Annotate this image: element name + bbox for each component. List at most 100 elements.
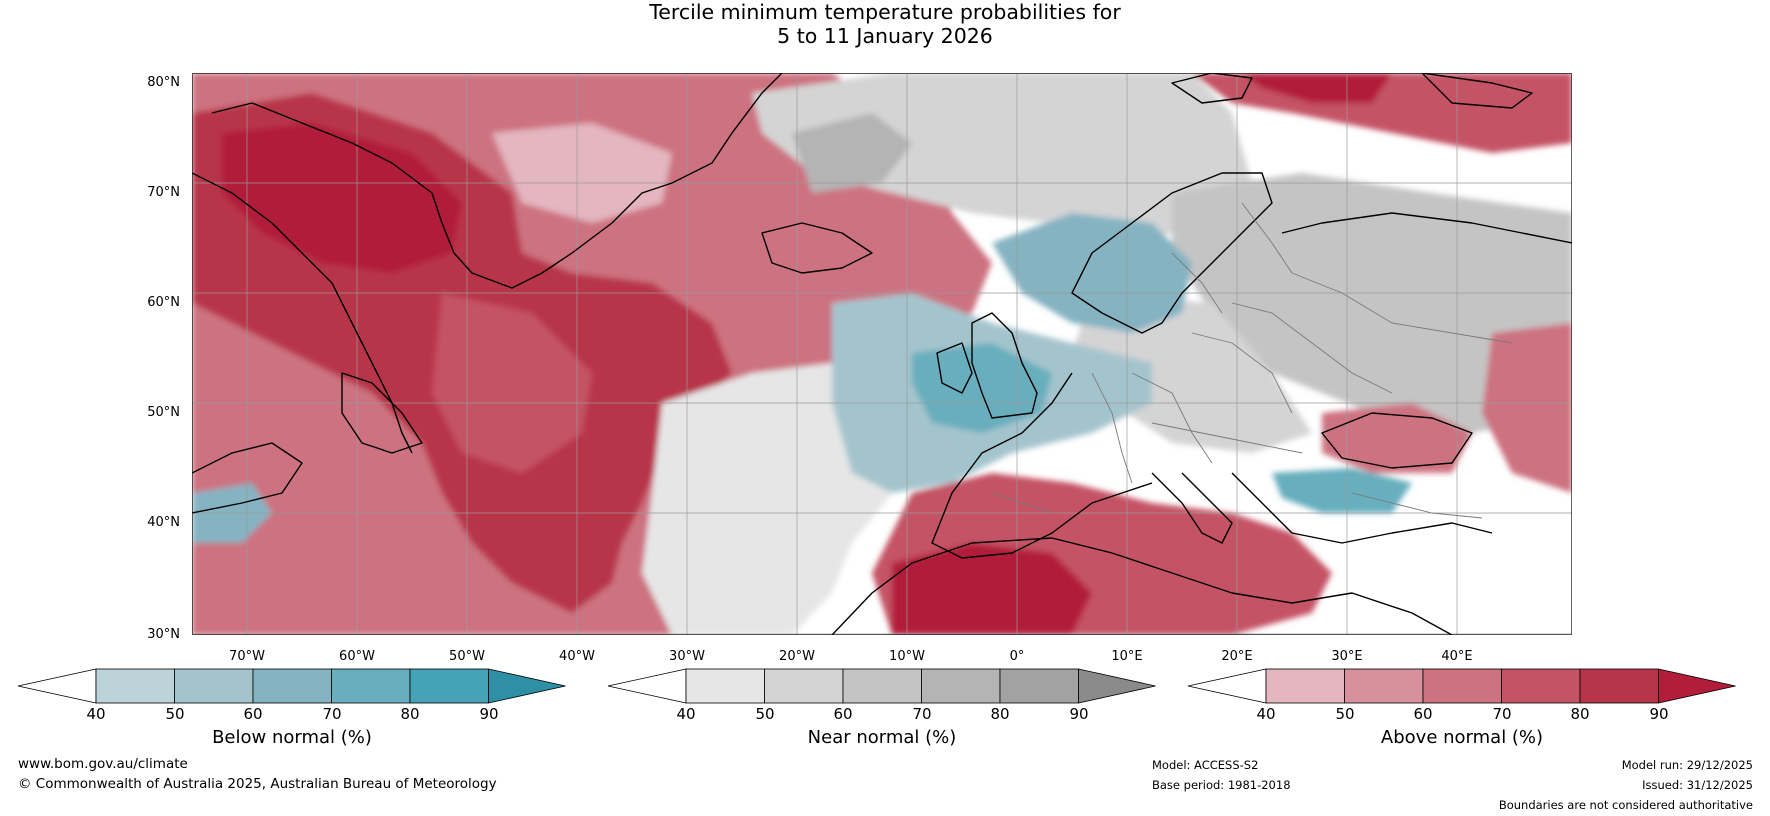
colorbar-near-normal-caption: Near normal (%) bbox=[807, 727, 957, 748]
cbar-near-tick-80: 80 bbox=[990, 705, 1010, 723]
above-normal-field-black-sea bbox=[1322, 403, 1472, 473]
lon-label-30w: 30°W bbox=[669, 649, 705, 664]
coastline-svalbard bbox=[1171, 73, 1253, 104]
colorbar-swatch bbox=[1579, 668, 1659, 704]
cbar-above-tick-40: 40 bbox=[1256, 705, 1276, 723]
lon-label-0: 0° bbox=[1009, 649, 1025, 664]
coastline-europe bbox=[1281, 212, 1572, 244]
map-title: Tercile minimum temperature probabilitie… bbox=[0, 0, 1770, 48]
colorbar-swatch bbox=[685, 668, 765, 704]
cbar-below-tick-80: 80 bbox=[400, 705, 420, 723]
coastline-black-sea bbox=[1321, 412, 1473, 469]
coastline-labrador bbox=[192, 172, 413, 454]
colorbar-swatch-extend-high bbox=[488, 668, 566, 704]
colorbar-near-normal bbox=[607, 668, 1157, 708]
footer-issued: Issued: 31/12/2025 bbox=[1642, 778, 1753, 792]
lon-label-40e: 40°E bbox=[1441, 649, 1473, 664]
cbar-above-tick-50: 50 bbox=[1335, 705, 1355, 723]
colorbar-swatch bbox=[1501, 668, 1581, 704]
coastline-great-britain bbox=[971, 312, 1038, 419]
cbar-above-tick-90: 90 bbox=[1649, 705, 1669, 723]
colorbar-swatch bbox=[1344, 668, 1424, 704]
cbar-near-tick-70: 70 bbox=[912, 705, 932, 723]
footer-base-period: Base period: 1981-2018 bbox=[1152, 778, 1291, 792]
coastline-ireland bbox=[936, 342, 973, 394]
lat-label-60n: 60°N bbox=[147, 295, 180, 310]
above-normal-field-north-africa-strong bbox=[892, 543, 1092, 635]
colorbar-below-normal-swatches bbox=[17, 668, 566, 704]
lat-label-30n: 30°N bbox=[147, 627, 180, 642]
colorbar-swatch-extend-high bbox=[1078, 668, 1156, 704]
lat-label-50n: 50°N bbox=[147, 405, 180, 420]
lon-label-10w: 10°W bbox=[889, 649, 925, 664]
cbar-below-tick-40: 40 bbox=[86, 705, 106, 723]
footer-url: www.bom.gov.au/climate bbox=[18, 756, 188, 772]
above-normal-field-weak-iceland bbox=[492, 123, 672, 223]
colorbar-swatch-extend-low bbox=[17, 668, 97, 704]
below-normal-field-scandinavia bbox=[992, 213, 1192, 333]
lat-label-80n: 80°N bbox=[147, 75, 180, 90]
colorbar-swatch bbox=[331, 668, 411, 704]
lon-label-30e: 30°E bbox=[1331, 649, 1363, 664]
colorbar-above-normal-swatches bbox=[1187, 668, 1736, 704]
coastline-north-africa bbox=[831, 537, 1453, 635]
coastline-balkans-turkey bbox=[1231, 472, 1493, 544]
cbar-above-tick-60: 60 bbox=[1413, 705, 1433, 723]
coastline-scandinavia bbox=[1071, 172, 1273, 334]
colorbar-swatch bbox=[764, 668, 844, 704]
colorbar-swatch bbox=[842, 668, 922, 704]
colorbar-swatch bbox=[409, 668, 489, 704]
coastline-newfoundland bbox=[341, 372, 423, 454]
coastline-greenland bbox=[211, 73, 783, 289]
colorbar-above-normal-caption: Above normal (%) bbox=[1380, 727, 1544, 748]
cbar-below-tick-60: 60 bbox=[243, 705, 263, 723]
colorbar-above-normal bbox=[1187, 668, 1737, 708]
national-borders bbox=[991, 202, 1513, 519]
colorbar-swatch bbox=[95, 668, 175, 704]
lat-label-70n: 70°N bbox=[147, 185, 180, 200]
cbar-above-tick-80: 80 bbox=[1570, 705, 1590, 723]
colorbar-swatch bbox=[252, 668, 332, 704]
colorbar-swatch bbox=[999, 668, 1079, 704]
near-normal-field-norwegian-sea bbox=[792, 113, 912, 193]
coastline-italy bbox=[1151, 472, 1233, 544]
lon-label-20e: 20°E bbox=[1221, 649, 1253, 664]
footer-model-run: Model run: 29/12/2025 bbox=[1621, 758, 1753, 772]
cbar-near-tick-40: 40 bbox=[676, 705, 696, 723]
coastlines bbox=[192, 73, 1572, 635]
lon-label-50w: 50°W bbox=[449, 649, 485, 664]
colorbar-swatch-extend-low bbox=[1187, 668, 1267, 704]
cbar-near-tick-90: 90 bbox=[1069, 705, 1089, 723]
above-normal-field-labrador bbox=[432, 293, 592, 473]
colorbar-below-normal-caption: Below normal (%) bbox=[212, 727, 372, 748]
cbar-below-tick-90: 90 bbox=[479, 705, 499, 723]
lat-label-40n: 40°N bbox=[147, 515, 180, 530]
map-frame bbox=[192, 73, 1572, 635]
cbar-near-tick-60: 60 bbox=[833, 705, 853, 723]
colorbar-below-normal bbox=[17, 668, 567, 708]
colorbar-swatch bbox=[921, 668, 1001, 704]
graticule bbox=[192, 73, 1572, 635]
colorbar-swatch bbox=[1265, 668, 1345, 704]
above-normal-field-arctic-east-strong bbox=[1242, 73, 1392, 103]
colorbar-swatch bbox=[174, 668, 254, 704]
footer-copyright: © Commonwealth of Australia 2025, Austra… bbox=[18, 776, 497, 792]
lon-label-40w: 40°W bbox=[559, 649, 595, 664]
colorbar-swatch-extend-low bbox=[607, 668, 687, 704]
lon-label-70w: 70°W bbox=[229, 649, 265, 664]
above-normal-field-greenland-core bbox=[222, 123, 462, 273]
below-normal-field-turkey bbox=[1272, 468, 1412, 513]
cbar-above-tick-70: 70 bbox=[1492, 705, 1512, 723]
footer-disclaimer: Boundaries are not considered authoritat… bbox=[1498, 798, 1753, 812]
cbar-below-tick-70: 70 bbox=[322, 705, 342, 723]
tercile-probability-map bbox=[192, 73, 1572, 635]
lon-label-20w: 20°W bbox=[779, 649, 815, 664]
colorbar-near-normal-swatches bbox=[607, 668, 1156, 704]
lon-label-60w: 60°W bbox=[339, 649, 375, 664]
lon-label-10e: 10°E bbox=[1111, 649, 1143, 664]
footer-model: Model: ACCESS-S2 bbox=[1152, 758, 1259, 772]
coastline-novaya-zemlya bbox=[1421, 73, 1533, 109]
colorbar-swatch bbox=[1422, 668, 1502, 704]
coastline-iberia-france bbox=[931, 372, 1153, 559]
cbar-near-tick-50: 50 bbox=[755, 705, 775, 723]
